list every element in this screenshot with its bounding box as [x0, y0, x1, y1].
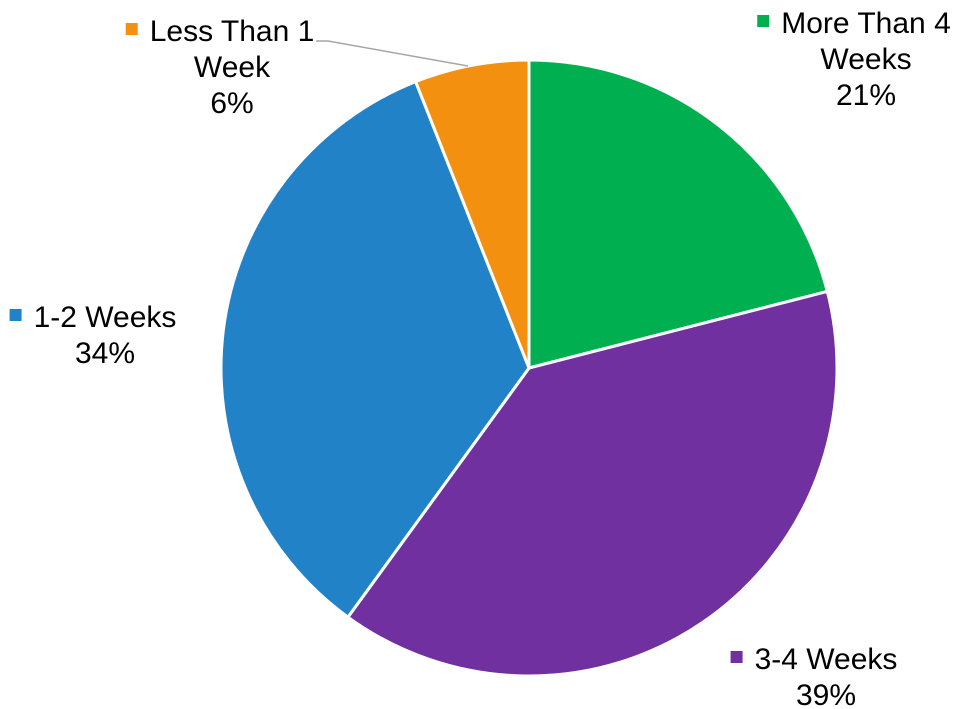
- leader-line-less-than-1-week: [316, 40, 469, 67]
- pie-slice-less-than-1-week: [414, 58, 531, 370]
- slice-value-label-more-than-4-weeks: 21%: [836, 79, 896, 112]
- legend-key-1-2-weeks: [9, 309, 22, 321]
- slice-category-label-more-than-4-weeks: Weeks: [820, 43, 911, 76]
- legend-key-more-than-4-weeks: [757, 15, 770, 27]
- pie-slices: [219, 58, 839, 678]
- slice-category-label-more-than-4-weeks: More Than 4: [781, 7, 951, 40]
- slice-category-label-less-than-1-week: Week: [194, 51, 271, 84]
- slice-value-label-3-4-weeks: 39%: [796, 679, 856, 709]
- slice-category-label-1-2-weeks: 1-2 Weeks: [34, 301, 177, 334]
- pie-slice-3-4-weeks: [346, 289, 839, 678]
- slice-category-label-3-4-weeks: 3-4 Weeks: [755, 643, 898, 676]
- slice-value-label-1-2-weeks: 34%: [75, 337, 135, 370]
- slice-category-label-less-than-1-week: Less Than 1: [150, 15, 315, 48]
- legend-key-less-than-1-week: [125, 23, 138, 35]
- pie-slice-1-2-weeks: [219, 80, 531, 619]
- pie-slice-more-than-4-weeks: [527, 58, 829, 370]
- legend-key-3-4-weeks: [730, 651, 743, 663]
- slice-value-label-less-than-1-week: 6%: [210, 87, 253, 120]
